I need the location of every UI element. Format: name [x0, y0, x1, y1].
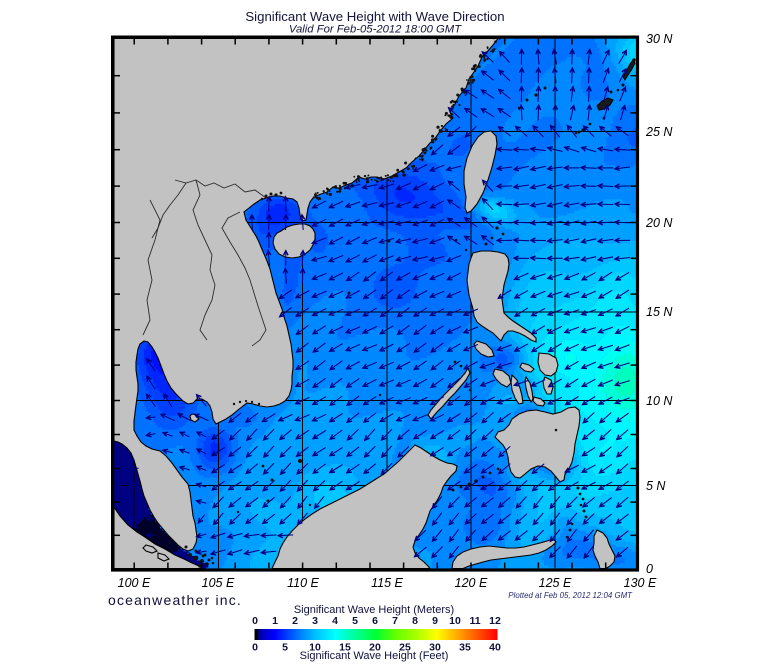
svg-text:115 E: 115 E — [371, 576, 403, 590]
svg-text:0: 0 — [252, 642, 258, 654]
svg-text:5 N: 5 N — [646, 479, 666, 493]
svg-text:30: 30 — [429, 642, 441, 654]
svg-text:0: 0 — [252, 615, 258, 627]
svg-text:6: 6 — [372, 615, 378, 627]
svg-text:2: 2 — [292, 615, 298, 627]
svg-text:7: 7 — [392, 615, 398, 627]
svg-text:20 N: 20 N — [645, 216, 673, 230]
svg-text:120 E: 120 E — [455, 576, 488, 590]
svg-text:110 E: 110 E — [287, 576, 319, 590]
svg-text:Significant Wave Height with W: Significant Wave Height with Wave Direct… — [245, 9, 504, 24]
svg-text:30 N: 30 N — [646, 32, 673, 46]
svg-text:5: 5 — [352, 615, 358, 627]
svg-text:10: 10 — [449, 615, 461, 627]
svg-text:0: 0 — [646, 562, 653, 576]
svg-text:10 N: 10 N — [646, 394, 673, 408]
svg-text:oceanweather inc.: oceanweather inc. — [108, 592, 242, 608]
svg-text:35: 35 — [459, 642, 471, 654]
svg-text:40: 40 — [489, 642, 501, 654]
svg-text:10: 10 — [309, 642, 321, 654]
svg-text:125 E: 125 E — [539, 576, 572, 590]
svg-text:25: 25 — [399, 642, 411, 654]
svg-text:4: 4 — [332, 615, 338, 627]
svg-text:11: 11 — [469, 615, 480, 627]
svg-text:15 N: 15 N — [646, 305, 673, 319]
svg-text:8: 8 — [412, 615, 418, 627]
svg-text:100 E: 100 E — [118, 576, 151, 590]
svg-text:1: 1 — [272, 615, 278, 627]
svg-text:3: 3 — [312, 615, 318, 627]
svg-text:9: 9 — [432, 615, 438, 627]
svg-text:Plotted at Feb 05, 2012 12:04: Plotted at Feb 05, 2012 12:04 GMT — [508, 591, 633, 600]
svg-text:25 N: 25 N — [645, 125, 673, 139]
svg-text:Valid For Feb-05-2012 18:00 GM: Valid For Feb-05-2012 18:00 GMT — [289, 24, 462, 36]
svg-text:130 E: 130 E — [624, 576, 657, 590]
svg-text:15: 15 — [339, 642, 351, 654]
svg-text:12: 12 — [489, 615, 501, 627]
svg-text:5: 5 — [282, 642, 288, 654]
svg-text:Significant Wave Height (Meter: Significant Wave Height (Meters) — [294, 604, 454, 616]
svg-text:Significant Wave Height (Feet): Significant Wave Height (Feet) — [300, 650, 449, 662]
svg-text:105 E: 105 E — [202, 576, 235, 590]
svg-text:20: 20 — [369, 642, 381, 654]
